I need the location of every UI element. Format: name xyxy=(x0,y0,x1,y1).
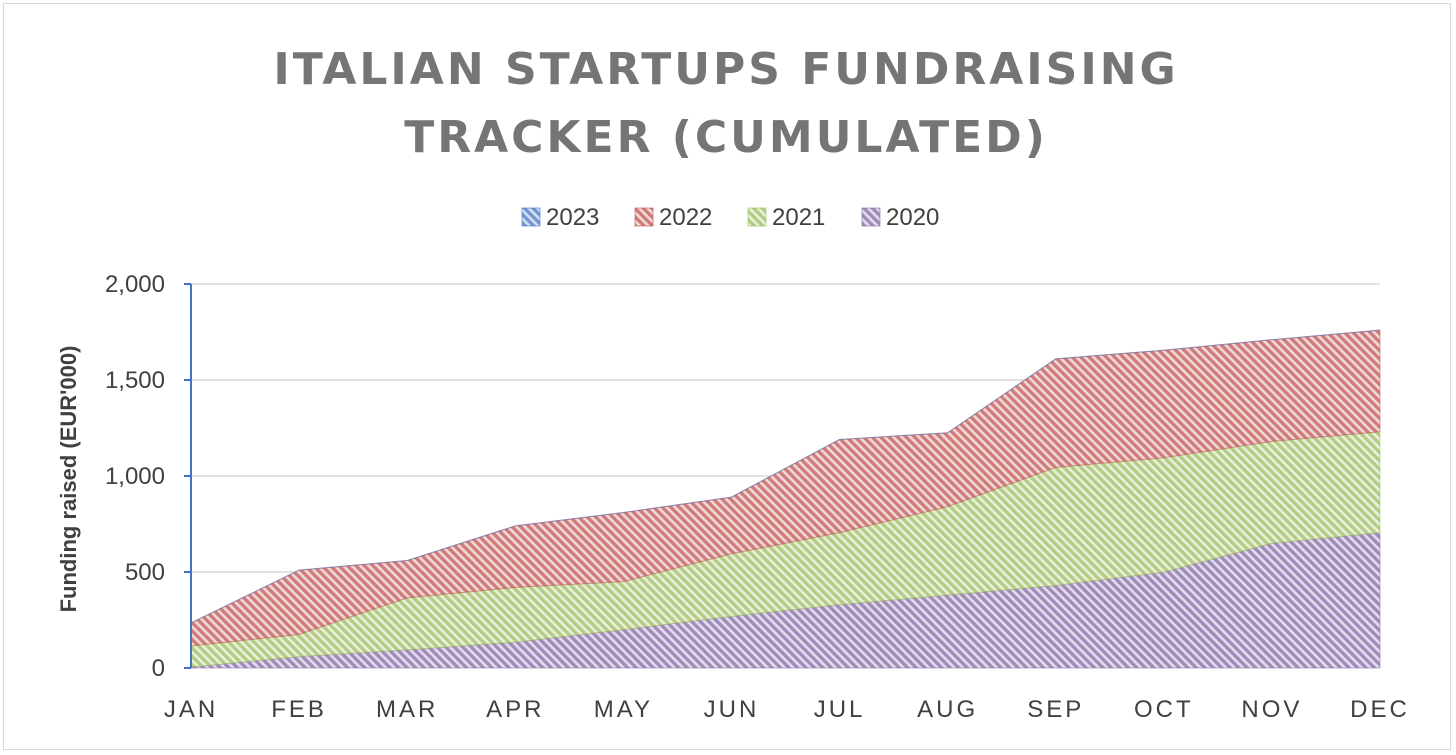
legend-item-2020: 2020 xyxy=(861,204,939,231)
x-tick-label-feb: FEB xyxy=(271,696,327,723)
x-tick-label-oct: OCT xyxy=(1134,696,1194,723)
legend-label: 2021 xyxy=(772,204,825,231)
legend-item-2022: 2022 xyxy=(634,204,712,231)
x-tick-label-jun: JUN xyxy=(704,696,760,723)
chart-frame: ITALIAN STARTUPS FUNDRAISING TRACKER (CU… xyxy=(3,3,1451,750)
legend-item-2021: 2021 xyxy=(747,204,825,231)
axes xyxy=(184,283,192,669)
legend-swatch xyxy=(861,207,881,227)
x-tick-label-may: MAY xyxy=(594,696,653,723)
legend-swatch xyxy=(747,207,767,227)
legend-label: 2020 xyxy=(886,204,939,231)
chart-title-line-2: TRACKER (CUMULATED) xyxy=(404,112,1048,163)
area-series-2023 xyxy=(190,329,1381,624)
y-tick-label: 0 xyxy=(152,655,165,682)
plot-areas xyxy=(190,329,1381,669)
y-tick-label: 2,000 xyxy=(105,271,165,298)
chart: ITALIAN STARTUPS FUNDRAISING TRACKER (CU… xyxy=(56,44,1410,723)
legend-swatch xyxy=(634,207,654,227)
y-tick-label: 500 xyxy=(125,559,165,586)
x-tick-label-sep: SEP xyxy=(1027,696,1084,723)
x-tick-label-aug: AUG xyxy=(917,696,978,723)
y-tick-label: 1,500 xyxy=(105,367,165,394)
x-tick-label-apr: APR xyxy=(486,696,544,723)
x-tick-label-nov: NOV xyxy=(1241,696,1302,723)
x-tick-label-jan: JAN xyxy=(164,696,218,723)
legend: 2023 2022 2021 2020 xyxy=(521,204,939,231)
legend-label: 2023 xyxy=(546,204,599,231)
x-tick-label-jul: JUL xyxy=(814,696,866,723)
x-tick-label-dec: DEC xyxy=(1350,696,1410,723)
legend-swatch xyxy=(521,207,541,227)
x-tick-label-mar: MAR xyxy=(376,696,438,723)
x-tick-labels: JAN FEB MAR APR MAY JUN JUL AUG SEP OCT NOV DEC xyxy=(164,696,1410,723)
y-axis-label: Funding raised (EUR'000) xyxy=(56,346,81,613)
y-tick-labels: 0 500 1,000 1,500 2,000 xyxy=(105,271,165,682)
y-tick-label: 1,000 xyxy=(105,463,165,490)
chart-title-line-1: ITALIAN STARTUPS FUNDRAISING xyxy=(273,44,1178,95)
legend-label: 2022 xyxy=(659,204,712,231)
legend-item-2023: 2023 xyxy=(521,204,599,231)
